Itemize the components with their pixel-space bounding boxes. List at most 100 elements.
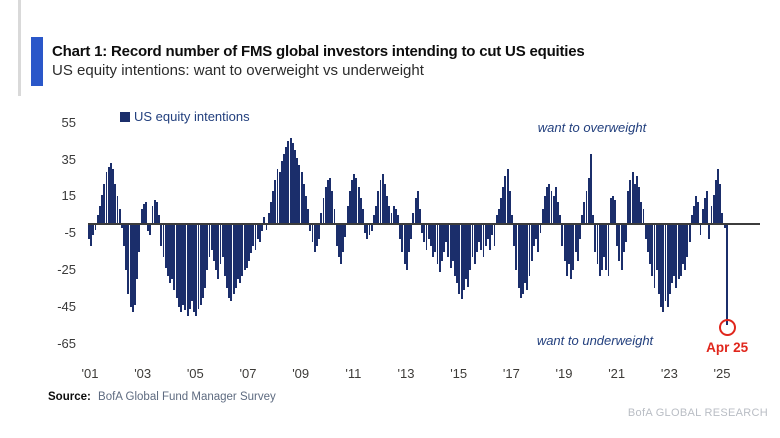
bar <box>162 224 165 258</box>
bar <box>206 224 209 270</box>
bar <box>537 224 540 252</box>
bar <box>408 224 410 252</box>
bar <box>258 224 261 243</box>
page-edge-artifact <box>18 0 21 96</box>
legend: US equity intentions <box>120 109 250 124</box>
bar <box>456 224 459 283</box>
bar <box>443 224 445 252</box>
x-tick-label: '15 <box>450 366 468 381</box>
bar <box>565 224 568 276</box>
bar <box>462 224 465 291</box>
bar <box>383 183 386 224</box>
bar <box>546 187 549 224</box>
bar <box>714 179 717 224</box>
bar <box>701 209 704 224</box>
bar <box>596 224 599 265</box>
bar <box>272 190 275 224</box>
bar <box>248 224 250 261</box>
bar <box>425 224 428 250</box>
bar <box>331 190 334 224</box>
bar <box>522 224 524 294</box>
bar <box>219 224 222 265</box>
bar <box>307 209 310 224</box>
bar <box>541 209 544 224</box>
bar <box>513 224 516 247</box>
bar <box>388 205 391 224</box>
bar <box>291 143 294 224</box>
bar <box>118 209 121 224</box>
bar <box>429 224 432 247</box>
bar <box>112 168 114 224</box>
bar <box>548 183 551 224</box>
bar <box>440 224 443 261</box>
bar <box>682 224 684 265</box>
bar <box>484 224 487 247</box>
bar <box>138 224 141 252</box>
bar <box>688 224 691 243</box>
x-tick-label: '23 <box>660 366 678 381</box>
bar <box>438 224 441 272</box>
zero-axis-line <box>88 223 760 225</box>
bar <box>324 187 327 224</box>
bar <box>524 224 527 283</box>
bar <box>107 166 110 224</box>
bar <box>640 201 643 224</box>
bar <box>289 137 292 224</box>
bar <box>583 201 586 224</box>
bar <box>263 216 266 224</box>
bar <box>326 179 329 224</box>
bar <box>191 224 193 302</box>
bar <box>379 179 382 224</box>
bar <box>504 176 507 224</box>
bar <box>657 224 660 294</box>
bar <box>201 224 204 298</box>
bar <box>311 224 314 243</box>
bar <box>589 154 592 224</box>
bar <box>401 224 404 252</box>
bar <box>386 196 388 224</box>
bar <box>151 205 154 224</box>
bar <box>296 157 299 224</box>
bar <box>449 224 452 269</box>
bar <box>228 224 231 298</box>
bar <box>471 224 474 258</box>
bar <box>609 198 612 224</box>
bar <box>377 190 380 224</box>
bar <box>482 224 485 258</box>
bar <box>557 201 559 224</box>
bar <box>208 224 211 258</box>
bar <box>423 224 426 243</box>
bar <box>627 190 630 224</box>
bar <box>237 224 239 280</box>
bar <box>638 187 641 224</box>
bar <box>392 205 395 224</box>
bar <box>210 224 213 250</box>
bar <box>677 224 680 280</box>
bar <box>646 224 649 252</box>
x-tick-label: '21 <box>608 366 626 381</box>
bar <box>274 179 277 224</box>
bar <box>177 224 180 307</box>
x-tick-label: '13 <box>397 366 415 381</box>
bar <box>526 224 529 291</box>
bar <box>212 224 215 261</box>
bar <box>294 150 296 224</box>
bar <box>614 200 616 224</box>
bar <box>465 224 467 280</box>
bar <box>673 224 676 276</box>
bar <box>169 224 171 283</box>
bar <box>300 172 303 224</box>
bar <box>131 224 134 313</box>
bar <box>552 196 555 224</box>
bar <box>340 224 342 265</box>
bar <box>188 224 191 309</box>
bar <box>173 224 176 291</box>
bar <box>134 224 136 305</box>
bar <box>486 224 489 239</box>
bar <box>480 224 483 250</box>
bar <box>697 201 700 224</box>
annotation-want-to-overweight: want to overweight <box>537 120 647 135</box>
bar <box>125 224 128 270</box>
legend-swatch-icon <box>120 111 130 122</box>
